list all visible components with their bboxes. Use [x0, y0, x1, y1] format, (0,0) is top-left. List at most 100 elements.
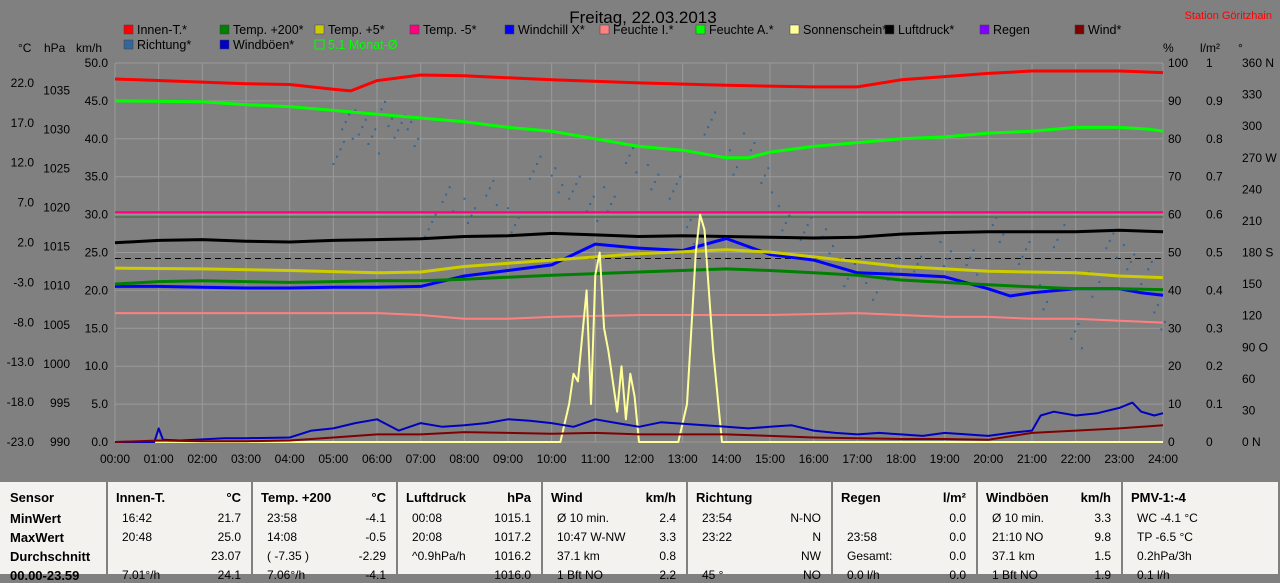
richtung-dot [853, 263, 856, 266]
richtung-dot [710, 118, 713, 121]
richtung-dot [507, 207, 510, 210]
temp-axis-header: °C [18, 41, 32, 55]
table-cell-label: 20:48 [122, 530, 153, 544]
kmh-tick-label: 5.0 [91, 397, 108, 411]
richtung-dot [561, 184, 564, 187]
rain-tick-label: 0.5 [1206, 246, 1223, 260]
richtung-dot [916, 263, 919, 266]
richtung-dot [390, 117, 393, 120]
richtung-dot [635, 171, 638, 174]
richtung-dot [668, 197, 671, 200]
richtung-dot [1091, 295, 1094, 298]
richtung-dot [610, 203, 613, 206]
x-tick-label: 12:00 [624, 452, 654, 466]
table-column-windb-en: Windböen km/h Ø 10 min. 3.3 21:10 NO 9.8 37.1 … [978, 482, 1123, 582]
series-feuchte-i- [115, 312, 1164, 324]
grid [114, 62, 1164, 443]
rain-tick-label: 0.8 [1206, 132, 1223, 146]
richtung-dot [488, 187, 491, 190]
x-tick-label: 20:00 [973, 452, 1003, 466]
pct-tick-label: 100 [1168, 56, 1188, 70]
richtung-dot [1105, 247, 1108, 250]
richtung-dot [939, 240, 942, 243]
table-cell-value: 23.07 [210, 549, 241, 563]
column-title: PMV-1:-4 [1131, 490, 1186, 505]
richtung-dot [1002, 233, 1005, 236]
pct-tick-label: 90 [1168, 94, 1182, 108]
table-cell-label: 14:08 [267, 530, 298, 544]
table-cell-value: 0.0 [949, 530, 966, 544]
hpa-tick-label: 990 [50, 435, 70, 449]
deg-tick-label: 0 N [1242, 435, 1261, 449]
richtung-dot [434, 213, 437, 216]
table-cell-value: N-NO [790, 511, 821, 525]
deg-tick-label: 330 [1242, 88, 1262, 102]
richtung-dot [413, 145, 416, 148]
row-label-range: 00.00-23.59 [10, 568, 80, 583]
column-unit: °C [226, 490, 241, 505]
legend-swatch [1074, 24, 1085, 35]
richtung-dot [510, 231, 513, 234]
rain-tick-label: 1 [1206, 56, 1213, 70]
legend-swatch [219, 39, 230, 50]
legend-swatch [884, 24, 895, 35]
pct-tick-label: 30 [1168, 321, 1182, 335]
table-cell-label: 16:42 [122, 511, 153, 525]
kmh-tick-label: 15.0 [85, 321, 109, 335]
table-cell-value: 1017.2 [494, 530, 531, 544]
richtung-dot [1150, 260, 1153, 263]
table-cell-value: -0.5 [365, 530, 386, 544]
pct-tick-label: 80 [1168, 132, 1182, 146]
deg-tick-label: 270 W [1242, 151, 1277, 165]
column-unit: l/m² [942, 490, 966, 505]
richtung-dot [575, 183, 578, 186]
table-cell-label: ( -7.35 ) [267, 549, 310, 563]
richtung-dot [653, 180, 656, 183]
richtung-dot [528, 177, 531, 180]
table-cell-value: 0.0 [949, 568, 966, 582]
richtung-dot [492, 179, 495, 182]
deg-tick-label: 210 [1242, 214, 1262, 228]
deg-tick-label: 240 [1242, 182, 1262, 196]
richtung-dot [1045, 300, 1048, 303]
kmh-tick-label: 40.0 [85, 132, 109, 146]
series-lines [114, 69, 1164, 443]
richtung-dot [1028, 240, 1031, 243]
richtung-dot [749, 149, 752, 152]
richtung-dot [535, 163, 538, 166]
richtung-dot [351, 137, 354, 140]
richtung-dot [517, 216, 520, 219]
x-tick-label: 06:00 [362, 452, 392, 466]
richtung-dot [1115, 256, 1118, 259]
pct-tick-label: 40 [1168, 283, 1182, 297]
table-column-innen-t-: Innen-T. °C 16:42 21.7 20:48 25.0 23.07 7.01°/h… [108, 482, 253, 582]
kmh-tick-label: 30.0 [85, 208, 109, 222]
table-cell-value: NO [803, 568, 821, 582]
richtung-dot [466, 221, 469, 224]
richtung-dot [1070, 337, 1073, 340]
table-cell-value: 3.3 [659, 530, 676, 544]
richtung-dot [1112, 232, 1115, 235]
richtung-dot [367, 143, 370, 146]
richtung-dot [1163, 320, 1166, 323]
x-tick-label: 14:00 [711, 452, 741, 466]
richtung-dot [763, 174, 766, 177]
table-cell-label: 0.1 l/h [1137, 568, 1170, 582]
richtung-dot [650, 188, 653, 191]
richtung-dot [686, 226, 689, 229]
x-tick-label: 08:00 [449, 452, 479, 466]
richtung-dot [448, 186, 451, 189]
temp-tick-label: 7.0 [17, 196, 34, 210]
table-cell-label: 37.1 km [557, 549, 600, 563]
richtung-dot [424, 235, 427, 238]
deg-axis-header: ° [1238, 41, 1243, 55]
table-column-richtung: Richtung 23:54 N-NO 23:22 N NW 45 ° NO [688, 482, 833, 582]
richtung-dot [339, 148, 342, 151]
rain-tick-label: 0.2 [1206, 359, 1223, 373]
column-unit: km/h [645, 490, 676, 505]
x-tick-label: 02:00 [187, 452, 217, 466]
series-innen-t- [114, 69, 1164, 93]
richtung-dot [735, 166, 738, 169]
richtung-dot [364, 118, 367, 121]
richtung-dot [1156, 304, 1159, 307]
